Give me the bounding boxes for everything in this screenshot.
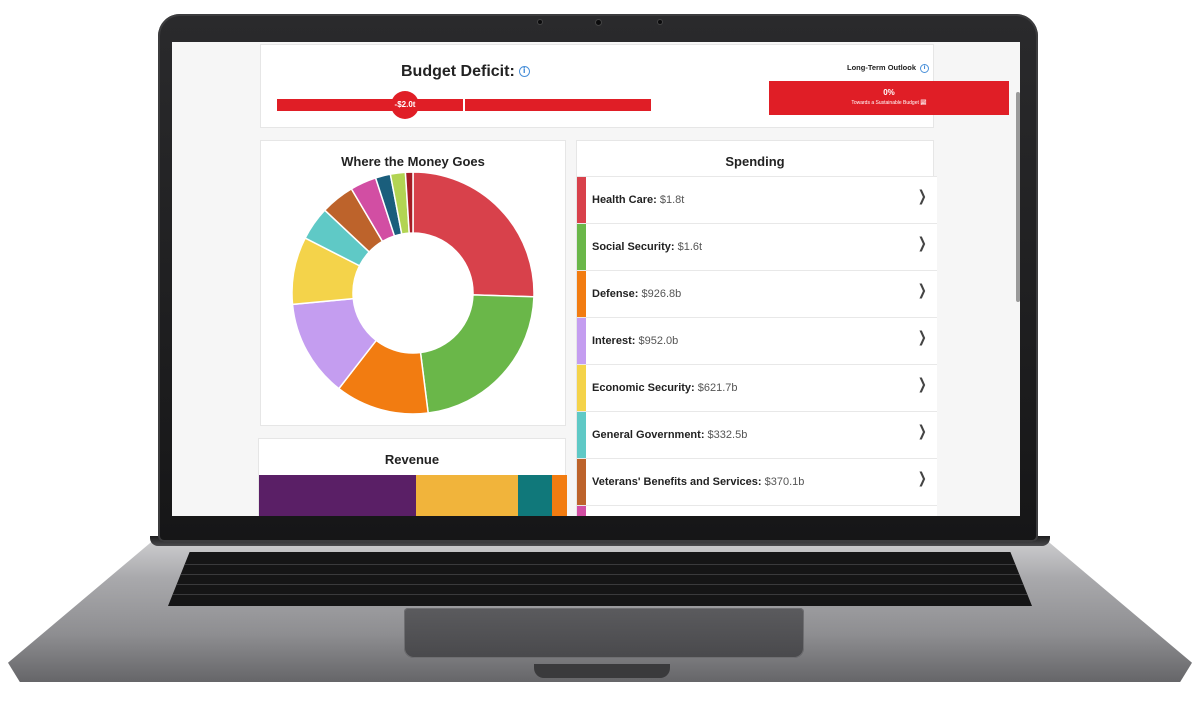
- outlook-title-text: Long-Term Outlook: [847, 63, 917, 72]
- spending-category-name: Social Security:: [592, 241, 678, 253]
- category-color-stripe: [577, 224, 586, 270]
- trend-chart-icon: 📈︎: [920, 100, 927, 106]
- spending-category-name: Veterans' Benefits and Services:: [592, 476, 765, 488]
- chevron-right-icon[interactable]: ❯: [918, 469, 928, 487]
- revenue-panel: Revenue: [258, 438, 567, 516]
- deficit-panel: Budget Deficit: i -$2.0t Long-Term Outloo…: [260, 44, 1009, 128]
- deficit-title: Budget Deficit: i: [401, 63, 530, 81]
- outlook-box[interactable]: 0% Towards a Sustainable Budget 📈︎: [769, 81, 1009, 115]
- screen: Budget Deficit: i -$2.0t Long-Term Outloo…: [172, 42, 1020, 516]
- spending-row[interactable]: Veterans' Benefits and Services: $370.1b…: [577, 458, 937, 505]
- spending-category-value: $332.5b: [707, 429, 748, 441]
- spending-row[interactable]: General Government: $332.5b ❯: [577, 411, 937, 458]
- outlook-title: Long-Term Outlook i: [847, 63, 930, 73]
- spending-row-text: Health Care: $1.8t: [592, 194, 684, 206]
- spending-category-value: $926.8b: [641, 288, 682, 300]
- spending-category-name: Health Care:: [592, 194, 660, 206]
- info-icon[interactable]: i: [920, 64, 930, 73]
- spending-row-text: Interest: $952.0b: [592, 335, 678, 347]
- spending-row[interactable]: Interest: $952.0b ❯: [577, 317, 937, 364]
- spending-row-text: Economic Security: $621.7b: [592, 382, 738, 394]
- info-icon[interactable]: i: [518, 66, 530, 77]
- category-color-stripe: [577, 365, 586, 411]
- category-color-stripe: [577, 177, 586, 223]
- category-color-stripe: [577, 412, 586, 458]
- outlook-percent: 0%: [883, 88, 895, 97]
- spending-panel: Spending Health Care: $1.8t ❯ Social Secur…: [576, 140, 937, 516]
- spending-row[interactable]: Defense: $926.8b ❯: [577, 270, 937, 317]
- sensor-icon: [658, 20, 662, 24]
- spending-row[interactable]: Social Security: $1.6t ❯: [577, 223, 937, 270]
- spending-category-value: $1.6t: [677, 241, 703, 253]
- spending-row[interactable]: Health Care: $1.8t ❯: [577, 176, 937, 223]
- scrollbar[interactable]: [1016, 92, 1020, 302]
- webcam-icon: [596, 20, 601, 25]
- spending-category-value: $1.8t: [659, 194, 685, 206]
- revenue-segment-2[interactable]: [416, 475, 518, 516]
- chevron-right-icon[interactable]: ❯: [918, 281, 928, 299]
- spending-donut-chart: [291, 171, 535, 415]
- chevron-right-icon[interactable]: ❯: [918, 375, 928, 393]
- category-color-stripe: [577, 459, 586, 505]
- chevron-right-icon[interactable]: ❯: [918, 187, 928, 205]
- donut-slice-1[interactable]: [412, 171, 535, 298]
- category-color-stripe: [577, 506, 586, 516]
- spending-row-text: Defense: $926.8b: [592, 288, 681, 300]
- donut-slice-2[interactable]: [419, 294, 535, 414]
- deficit-badge[interactable]: -$2.0t: [391, 91, 419, 119]
- keyboard: [168, 552, 1032, 606]
- spending-row-text: General Government: $332.5b: [592, 429, 747, 441]
- spending-category-name: Defense:: [592, 288, 642, 300]
- category-color-stripe: [577, 271, 586, 317]
- money-title: Where the Money Goes: [341, 154, 485, 169]
- revenue-segment-3[interactable]: [517, 475, 552, 516]
- chevron-right-icon[interactable]: ❯: [918, 422, 928, 440]
- category-color-stripe: [577, 318, 586, 364]
- spending-category-value: $370.1b: [764, 476, 805, 488]
- revenue-segment-4[interactable]: [551, 475, 567, 516]
- deficit-bar-left: [277, 99, 463, 111]
- spending-row-text: Veterans' Benefits and Services: $370.1b: [592, 476, 804, 488]
- chevron-right-icon[interactable]: ❯: [918, 328, 928, 346]
- spending-category-name: Economic Security:: [592, 382, 698, 394]
- deficit-title-text: Budget Deficit:: [401, 63, 515, 80]
- spending-category-name: General Government:: [592, 429, 708, 441]
- spending-category-name: Interest:: [592, 335, 639, 347]
- spending-category-value: $621.7b: [697, 382, 738, 394]
- spending-row-text: Social Security: $1.6t: [592, 241, 702, 253]
- spending-row[interactable]: Economic Security: $621.7b ❯: [577, 364, 937, 411]
- outlook-caption-text: Towards a Sustainable Budget: [851, 100, 919, 106]
- budget-app: Budget Deficit: i -$2.0t Long-Term Outloo…: [172, 42, 1020, 516]
- spending-title: Spending: [725, 154, 785, 169]
- outlook-caption: Towards a Sustainable Budget 📈︎: [769, 100, 1009, 106]
- donut-slice-11[interactable]: [404, 171, 414, 234]
- sensor-icon: [538, 20, 542, 24]
- chevron-right-icon[interactable]: ❯: [918, 234, 928, 252]
- spending-row[interactable]: [577, 505, 937, 516]
- revenue-title: Revenue: [384, 452, 440, 467]
- spending-category-value: $952.0b: [638, 335, 679, 347]
- lid-notch: [534, 664, 670, 678]
- trackpad: [404, 608, 804, 658]
- money-panel: Where the Money Goes: [260, 140, 566, 426]
- deficit-bar-right: [465, 99, 651, 111]
- revenue-segment-1[interactable]: [259, 475, 417, 516]
